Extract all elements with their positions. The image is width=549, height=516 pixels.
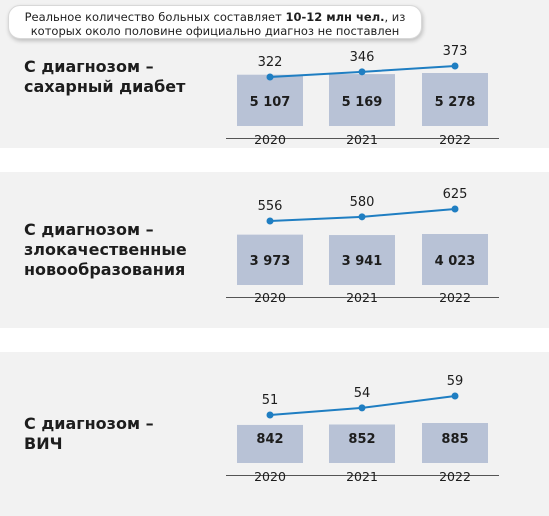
note-prefix: Реальное количество больных составляет [24, 10, 286, 24]
note-suffix: , из которых около половине официально д… [30, 10, 406, 38]
note-highlight: 10-12 млн чел. [285, 10, 385, 24]
hiv-panel-title: С диагнозом – ВИЧ [24, 414, 154, 454]
oncology-panel-title: С диагнозом – злокачественные новообразо… [24, 220, 187, 280]
hiv-title-line-2: ВИЧ [24, 434, 63, 453]
callout-note: Реальное количество больных составляет 1… [8, 5, 422, 39]
oncology-title-line-2: злокачественные [24, 240, 187, 259]
hiv-title-line-1: С диагнозом – [24, 414, 154, 433]
diabetes-title-line-2: сахарный диабет [24, 77, 186, 96]
oncology-title-line-1: С диагнозом – [24, 220, 154, 239]
diabetes-title-line-1: С диагнозом – [24, 57, 154, 76]
oncology-title-line-3: новообразования [24, 260, 186, 279]
diabetes-panel-title: С диагнозом – сахарный диабет [24, 57, 185, 97]
